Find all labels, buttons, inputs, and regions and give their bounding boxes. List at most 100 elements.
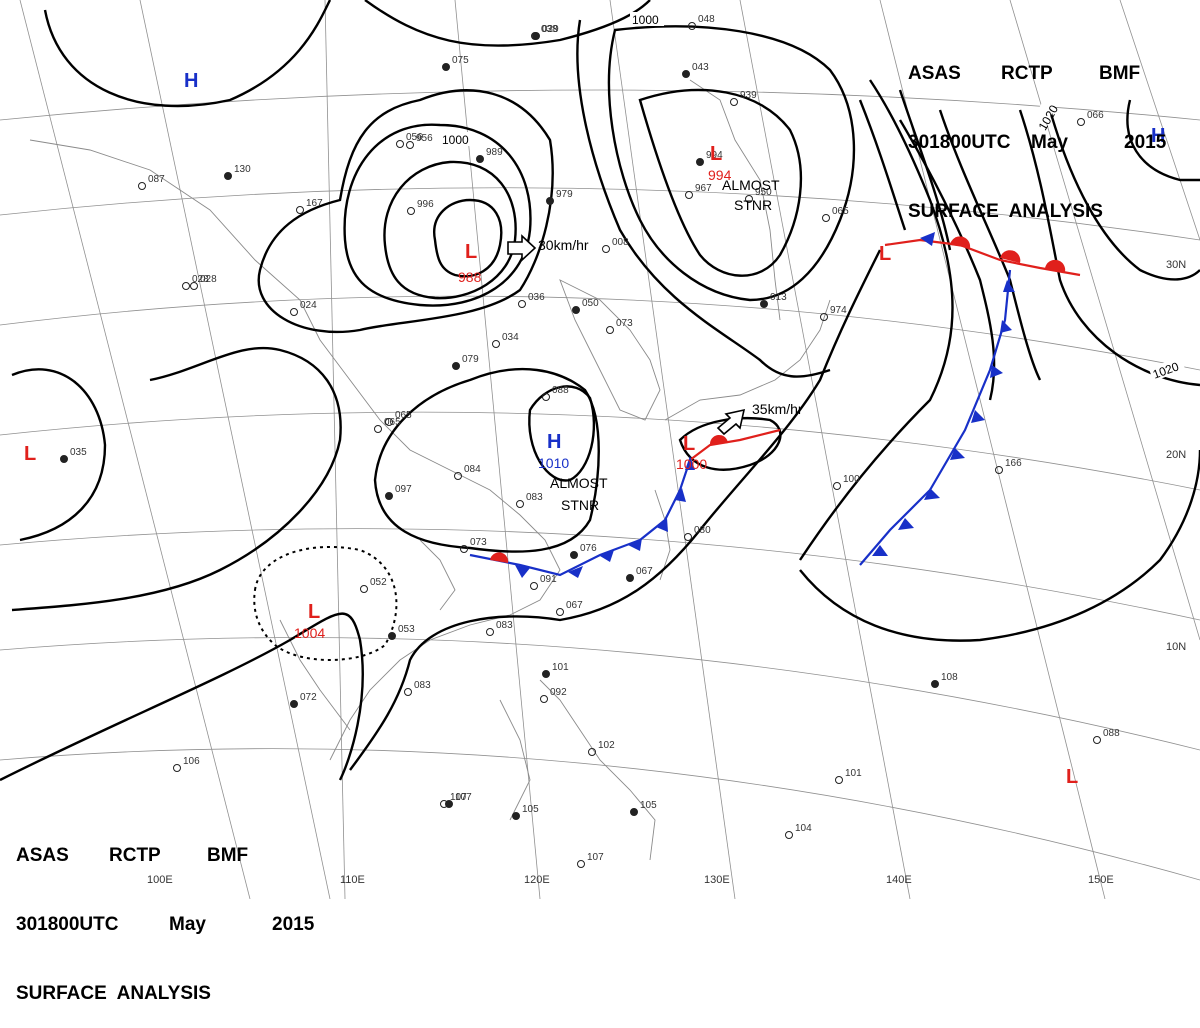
header-year: 2015: [1124, 132, 1167, 153]
station-marker: [542, 393, 550, 401]
motion-speed: 35km/hr: [752, 401, 803, 417]
station-value: 073: [470, 537, 487, 548]
station-marker: [452, 362, 460, 370]
isobar: [528, 385, 596, 482]
station-marker: [730, 98, 738, 106]
low-center-pressure: 1000: [676, 456, 707, 472]
isobar: [576, 19, 831, 378]
station-marker: [385, 418, 393, 426]
station-marker: [685, 191, 693, 199]
station-marker: [833, 482, 841, 490]
station-value: 979: [556, 189, 573, 200]
station-value: 996: [417, 199, 434, 210]
station-value: 035: [70, 447, 87, 458]
station-value: 107: [455, 792, 472, 803]
header-line-1: ASAS RCTP BMF: [16, 844, 314, 867]
low-center-marker: L: [879, 243, 891, 265]
header-title: SURFACE ANALYSIS: [16, 983, 211, 1004]
station-marker: [512, 812, 520, 820]
station-value: 029: [542, 24, 559, 35]
station-value: 024: [300, 300, 317, 311]
motion-arrows: [507, 234, 746, 436]
station-marker: [224, 172, 232, 180]
station-marker: [173, 764, 181, 772]
station-value: 056: [406, 132, 423, 143]
station-value: 097: [395, 484, 412, 495]
station-value: 091: [540, 574, 557, 585]
station-value: 105: [640, 800, 657, 811]
station-marker: [530, 582, 538, 590]
header-time: 301800UTC: [908, 132, 1011, 153]
station-marker: [476, 155, 484, 163]
latitude-label: 30N: [1166, 259, 1186, 271]
latitude-label: 10N: [1166, 641, 1186, 653]
station-value: 974: [830, 305, 847, 316]
header-time: 301800UTC: [16, 914, 119, 935]
station-marker: [406, 141, 414, 149]
station-marker: [1093, 736, 1101, 744]
isobar: [1018, 109, 1200, 387]
station-value: 048: [698, 14, 715, 25]
station-value: 008: [612, 237, 629, 248]
station-value: 067: [566, 600, 583, 611]
stationary-note: ALMOST: [722, 177, 780, 193]
station-marker: [138, 182, 146, 190]
isobar: [257, 89, 554, 334]
header-station: RCTP: [1001, 63, 1053, 84]
station-value: 967: [695, 183, 712, 194]
station-value: 073: [616, 318, 633, 329]
station-marker: [682, 70, 690, 78]
station-marker: [931, 680, 939, 688]
station-marker: [531, 32, 539, 40]
station-value: 080: [694, 525, 711, 536]
isobar: [799, 449, 1200, 642]
high-center-marker: H: [184, 70, 198, 92]
stationary-front: [469, 459, 692, 577]
station-marker: [822, 214, 830, 222]
station-marker: [696, 158, 704, 166]
high-center-pressure: 1010: [538, 455, 569, 471]
station-value: 036: [528, 292, 545, 303]
station-marker: [454, 472, 462, 480]
header-month: May: [169, 914, 206, 935]
isobar: [1048, 109, 1200, 281]
longitude-label: 130E: [704, 874, 730, 886]
isobar: [678, 417, 782, 471]
station-marker: [486, 628, 494, 636]
station-value: 067: [636, 566, 653, 577]
station-marker: [546, 197, 554, 205]
header-month: May: [1031, 132, 1068, 153]
station-value: 167: [306, 198, 323, 209]
station-value: 950: [755, 187, 772, 198]
low-center-marker: L: [1066, 766, 1078, 788]
header-product: ASAS: [16, 845, 69, 866]
isobar: [11, 346, 342, 612]
station-marker: [460, 545, 468, 553]
isobar: [638, 88, 803, 277]
station-value: 092: [550, 687, 567, 698]
station-value: 105: [522, 804, 539, 815]
analysis-header-bottom: ASAS RCTP BMF 301800UTC May 2015 SURFACE ANA…: [16, 798, 314, 1028]
isobar-label: 1000: [632, 13, 659, 27]
station-value: 028: [200, 274, 217, 285]
isobar: [799, 79, 954, 561]
isobar: [858, 99, 907, 231]
station-marker: [407, 207, 415, 215]
station-value: 065: [395, 410, 412, 421]
station-marker: [835, 776, 843, 784]
station-marker: [606, 326, 614, 334]
station-value: 100: [843, 474, 860, 485]
analysis-header-top: ASAS RCTP BMF 301800UTC May 2015 SURFACE ANA…: [908, 16, 1166, 246]
motion-arrow-icon: [716, 408, 746, 436]
low-center-pressure: 994: [708, 167, 732, 183]
station-value: 053: [398, 624, 415, 635]
isobar: [43, 0, 332, 108]
isobar: [938, 109, 1042, 381]
station-marker: [290, 700, 298, 708]
station-value: 104: [795, 823, 812, 834]
stationary-note: STNR: [734, 197, 772, 213]
station-value: 130: [234, 164, 251, 175]
station-marker: [360, 585, 368, 593]
motion-arrow-icon: [507, 234, 537, 262]
station-marker: [688, 22, 696, 30]
